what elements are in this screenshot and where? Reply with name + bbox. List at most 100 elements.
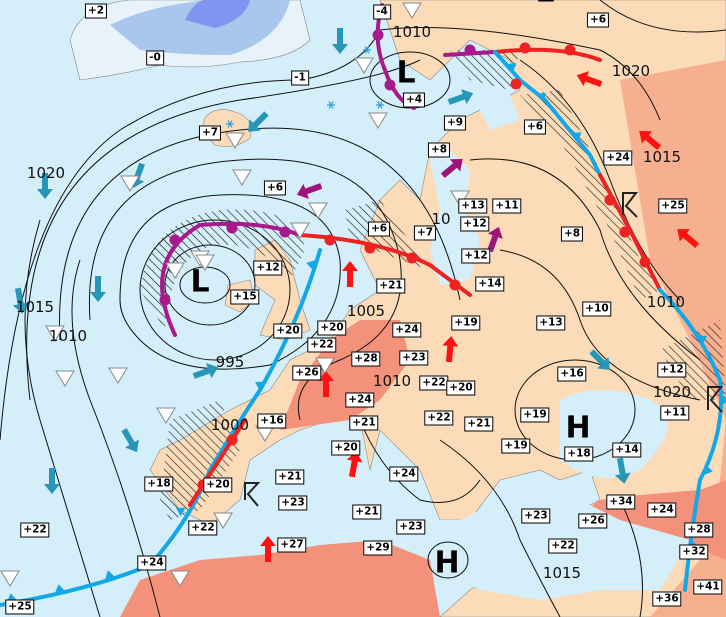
temperature-label: +22: [20, 522, 50, 538]
temperature-label: +22: [307, 337, 337, 353]
mediterranean-sea: [250, 470, 690, 600]
isobar-label: 1010: [392, 23, 432, 41]
temperature-label: +28: [351, 351, 381, 367]
isobar-label: 1015: [542, 564, 582, 582]
warm-front-central: [298, 233, 472, 297]
cold-front-triangle: [506, 62, 517, 72]
temperature-label: +12: [253, 260, 283, 276]
temperature-label: +41: [693, 579, 723, 595]
snow-icon: [376, 101, 384, 109]
temperature-label: +21: [376, 278, 406, 294]
wind-arrow-icon: [90, 276, 106, 302]
wind-arrow-icon: [447, 89, 474, 105]
warm-front-semicircle: [406, 252, 418, 264]
wind-arrow-icon: [487, 226, 503, 253]
temperature-label: +15: [230, 289, 260, 305]
temperature-label: +24: [389, 466, 419, 482]
isobar-label: 1015: [642, 148, 682, 166]
snow-icon: [226, 120, 234, 128]
temperature-label: +8: [560, 226, 584, 242]
wind-arrow-icon: [589, 349, 610, 370]
cold-front-triangle: [704, 465, 713, 475]
low-pressure-center: L: [190, 264, 210, 300]
isobar-label: 1020: [652, 383, 692, 401]
rain-shower-triangle-icon: [290, 222, 310, 239]
temperature-label: +19: [451, 315, 481, 331]
rain-shower-triangle-icon: [232, 169, 252, 186]
temperature-label: +16: [557, 366, 587, 382]
temperature-label: +8: [427, 142, 451, 158]
temperature-label: +25: [5, 599, 35, 615]
wind-arrow-icon: [576, 71, 603, 87]
isobar-label: 995: [215, 353, 245, 371]
wind-arrow-icon: [677, 229, 700, 249]
occluded-front-low: [160, 221, 302, 337]
temperature-label: -1: [291, 70, 309, 86]
temperature-label: +24: [345, 392, 375, 408]
isobar-label: 10: [431, 210, 451, 228]
temperature-label: +34: [606, 494, 636, 510]
temperature-label: +24: [137, 555, 167, 571]
temperature-label: +2: [84, 3, 108, 19]
thunderstorm-icon: [622, 192, 639, 218]
temperature-label: +19: [520, 407, 550, 423]
rain-shower-triangle-icon: [165, 262, 185, 279]
temperature-label: +14: [612, 442, 642, 458]
rain-shower-triangle-icon: [354, 57, 374, 74]
temperature-label: +7: [413, 225, 437, 241]
cold-front-triangle: [722, 395, 726, 405]
occluded-front-symbol: [384, 79, 396, 91]
temperature-label: +29: [363, 540, 393, 556]
temperature-label: +7: [198, 125, 222, 141]
temperature-label: +13: [458, 198, 488, 214]
temperature-label: +4: [402, 92, 426, 108]
cold-front-russia-north: [493, 50, 602, 177]
temperature-label: +20: [203, 477, 233, 493]
rain-shower-triangle-icon: [45, 325, 65, 342]
temperature-label: +20: [331, 440, 361, 456]
wind-arrow-icon: [121, 428, 139, 453]
rain-shower-triangle-icon: [308, 202, 328, 219]
white-sea: [470, 90, 520, 130]
wind-arrow-icon: [44, 468, 60, 494]
cold-front-triangle: [306, 260, 316, 270]
warm-front-semicircle: [619, 226, 631, 238]
temperature-label: +12: [657, 362, 687, 378]
temperature-label: +23: [396, 519, 426, 535]
cold-front-triangle: [697, 335, 707, 345]
wind-arrow-icon: [442, 336, 459, 363]
temperature-label: +24: [392, 322, 422, 338]
temperature-label: +22: [419, 375, 449, 391]
warm-front-north: [493, 47, 602, 62]
thunderstorm-icons: [244, 192, 724, 507]
temperature-label: +18: [144, 476, 174, 492]
temperature-label: +11: [492, 198, 522, 214]
greenland-ice-deep: [185, 0, 250, 28]
temperature-label: +36: [652, 591, 682, 607]
temperature-label: +23: [399, 350, 429, 366]
cold-front-triangle: [55, 584, 65, 593]
temperature-label: -0: [146, 50, 164, 66]
occluded-front-symbol: [226, 222, 238, 234]
temperature-label: +27: [277, 537, 307, 553]
occluded-front-symbol: [169, 234, 181, 246]
cold-front-triangle: [536, 92, 547, 102]
isobar-label: 1010: [646, 293, 686, 311]
warm-front-iberia: [188, 418, 247, 507]
warm-front-semicircle: [510, 78, 522, 90]
temperature-label: +13: [536, 315, 566, 331]
warm-front-semicircle: [604, 194, 616, 206]
occluded-front-symbol: [464, 44, 476, 56]
rain-shower-triangle-icon: [0, 570, 20, 587]
temperature-label: +9: [443, 115, 467, 131]
isobar-label: 1020: [611, 62, 651, 80]
temperature-label: +21: [275, 469, 305, 485]
temperature-label: +24: [603, 150, 633, 166]
isobar-label: 1005: [346, 302, 386, 320]
thunderstorm-icon: [244, 482, 261, 507]
warm-front-semicircle: [564, 44, 576, 56]
warm-front-semicircle: [639, 256, 651, 268]
wind-arrow-icon: [342, 261, 358, 287]
wind-arrow-icon: [192, 363, 219, 379]
temperature-label: +22: [188, 520, 218, 536]
